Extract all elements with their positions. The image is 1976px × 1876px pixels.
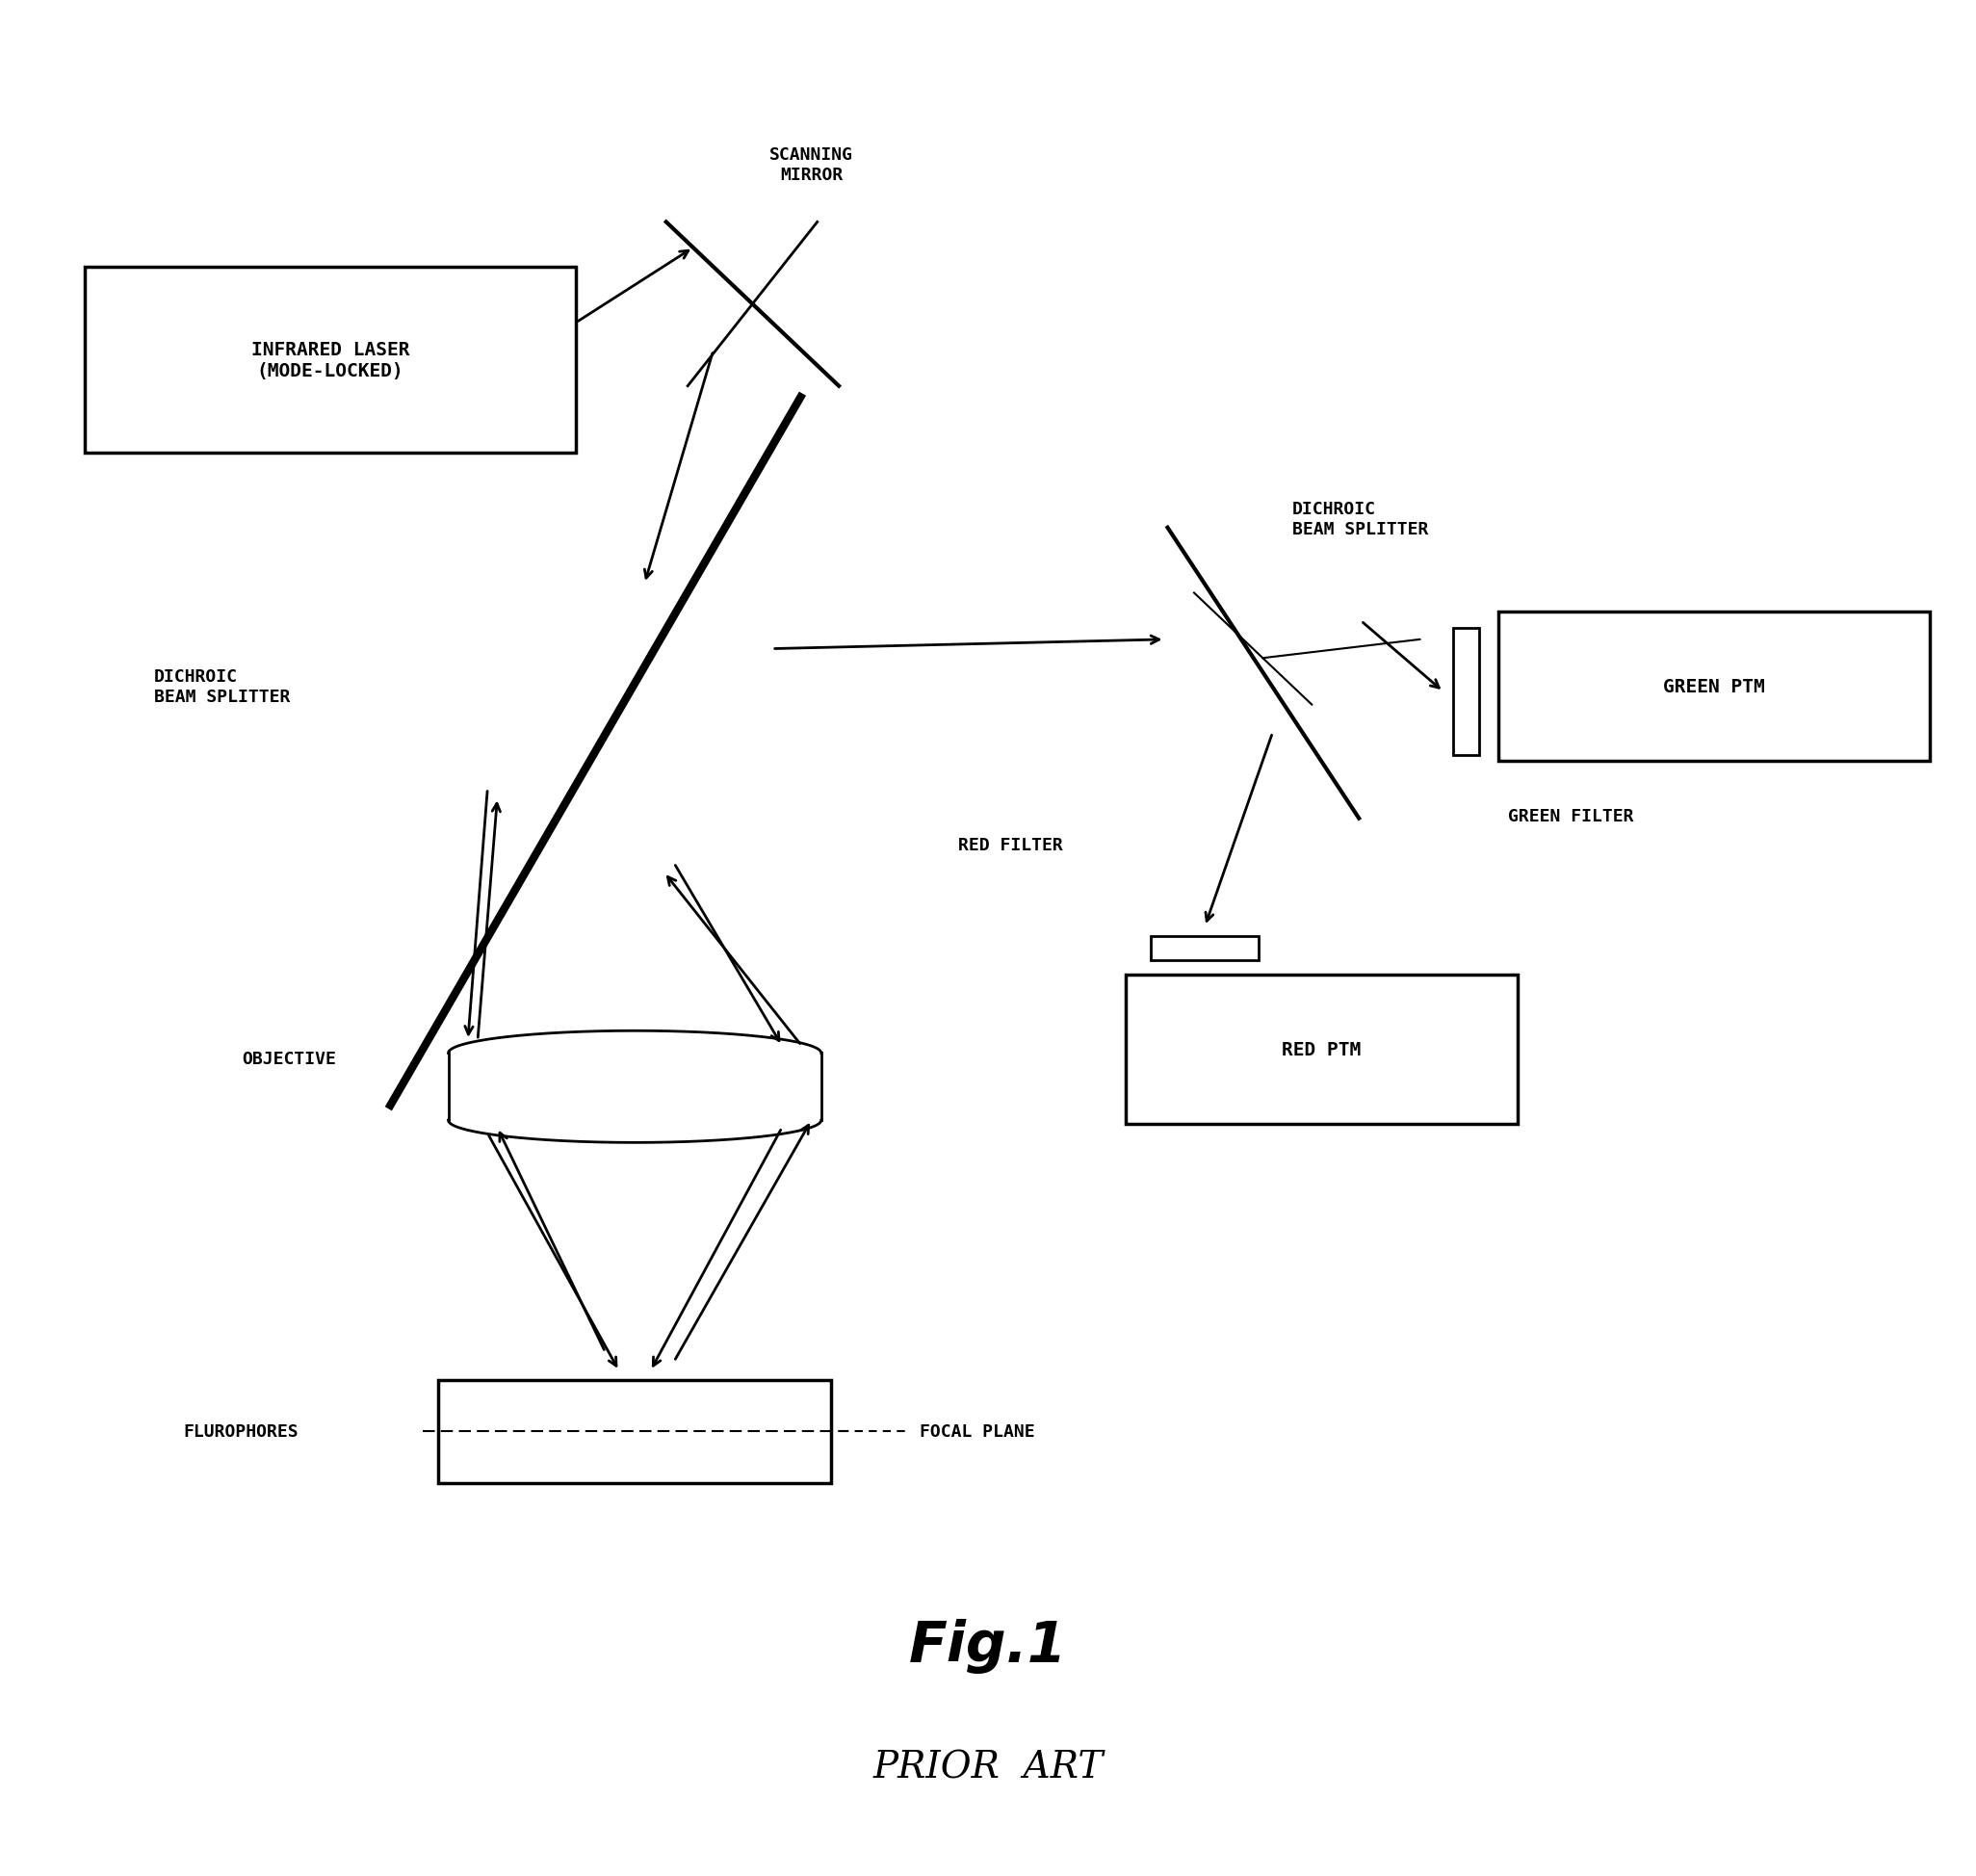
Text: OBJECTIVE: OBJECTIVE: [243, 1051, 336, 1067]
Text: SCANNING
MIRROR: SCANNING MIRROR: [769, 146, 854, 184]
Text: RED FILTER: RED FILTER: [958, 837, 1063, 854]
FancyBboxPatch shape: [1126, 976, 1518, 1124]
FancyBboxPatch shape: [1452, 628, 1478, 756]
FancyBboxPatch shape: [1150, 936, 1259, 961]
FancyBboxPatch shape: [1498, 612, 1931, 762]
Text: DICHROIC
BEAM SPLITTER: DICHROIC BEAM SPLITTER: [154, 668, 290, 705]
Text: INFRARED LASER
(MODE-LOCKED): INFRARED LASER (MODE-LOCKED): [251, 341, 409, 381]
FancyBboxPatch shape: [85, 268, 575, 454]
FancyBboxPatch shape: [439, 1381, 832, 1482]
Text: GREEN FILTER: GREEN FILTER: [1508, 807, 1634, 825]
Text: FLUROPHORES: FLUROPHORES: [184, 1422, 298, 1441]
Text: FOCAL PLANE: FOCAL PLANE: [919, 1422, 1035, 1441]
Text: PRIOR  ART: PRIOR ART: [873, 1748, 1103, 1784]
Text: DICHROIC
BEAM SPLITTER: DICHROIC BEAM SPLITTER: [1292, 501, 1429, 538]
Text: GREEN PTM: GREEN PTM: [1664, 677, 1765, 696]
Text: Fig.1: Fig.1: [909, 1619, 1067, 1673]
Text: RED PTM: RED PTM: [1282, 1041, 1361, 1058]
